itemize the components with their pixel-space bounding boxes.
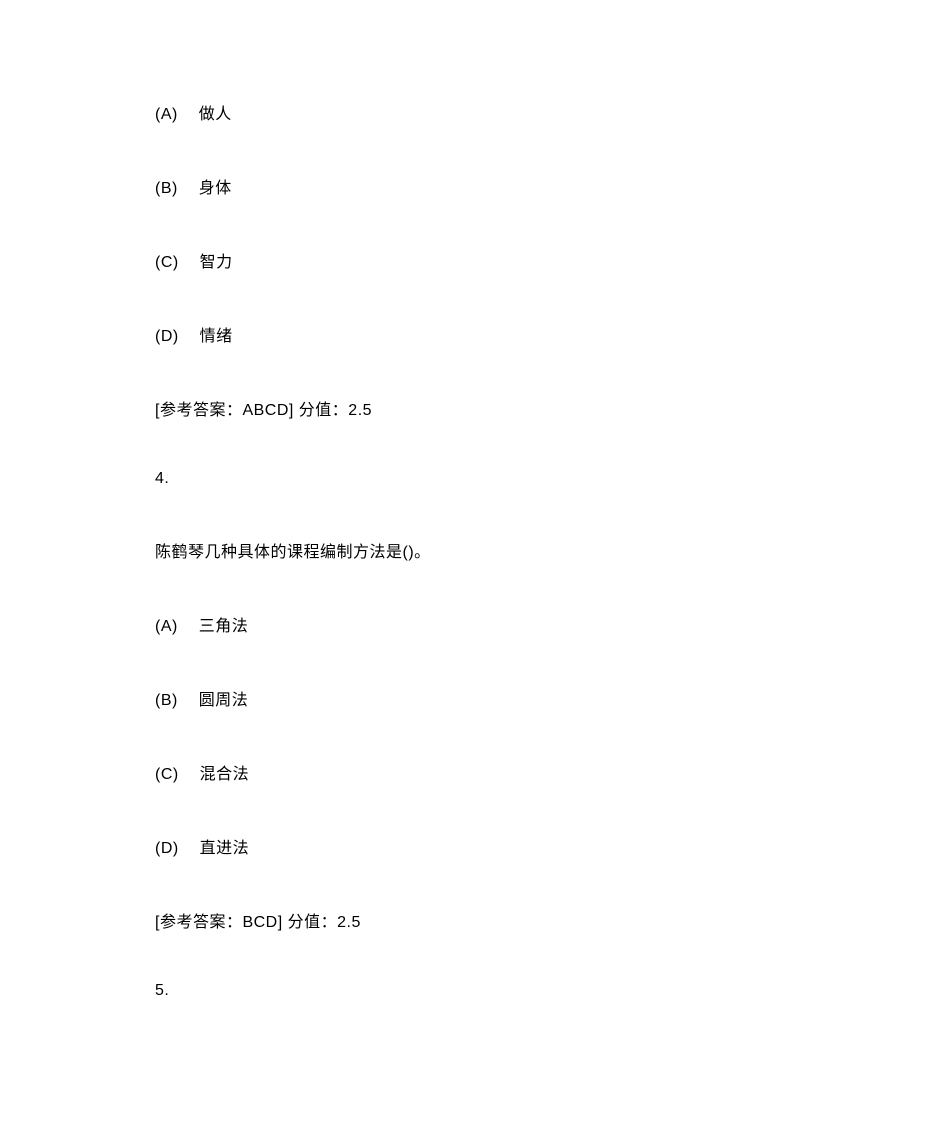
question-number-5: 5. xyxy=(155,982,945,1000)
option-label: (D) xyxy=(155,840,179,858)
option-d-q4: (D) 直进法 xyxy=(155,834,945,858)
option-label: (D) xyxy=(155,328,179,346)
option-text: 情绪 xyxy=(200,328,233,345)
option-a-q4: (A) 三角法 xyxy=(155,612,945,636)
question-stem-4: 陈鹤琴几种具体的课程编制方法是()。 xyxy=(155,538,945,562)
option-label: (B) xyxy=(155,180,178,198)
option-label: (C) xyxy=(155,766,179,784)
option-text: 混合法 xyxy=(200,766,250,783)
option-b-q4: (B) 圆周法 xyxy=(155,686,945,710)
option-label: (B) xyxy=(155,692,178,710)
option-c-q4: (C) 混合法 xyxy=(155,760,945,784)
question-number-4: 4. xyxy=(155,470,945,488)
option-text: 做人 xyxy=(199,106,232,123)
answer-line-q4: [参考答案：BCD] 分值：2.5 xyxy=(155,908,945,932)
option-text: 直进法 xyxy=(200,840,250,857)
option-a-q3: (A) 做人 xyxy=(155,100,945,124)
option-text: 身体 xyxy=(199,180,232,197)
option-label: (A) xyxy=(155,618,178,636)
option-d-q3: (D) 情绪 xyxy=(155,322,945,346)
option-c-q3: (C) 智力 xyxy=(155,248,945,272)
option-text: 三角法 xyxy=(199,618,249,635)
option-label: (A) xyxy=(155,106,178,124)
answer-line-q3: [参考答案：ABCD] 分值：2.5 xyxy=(155,396,945,420)
option-text: 智力 xyxy=(200,254,233,271)
option-label: (C) xyxy=(155,254,179,272)
option-text: 圆周法 xyxy=(199,692,249,709)
option-b-q3: (B) 身体 xyxy=(155,174,945,198)
